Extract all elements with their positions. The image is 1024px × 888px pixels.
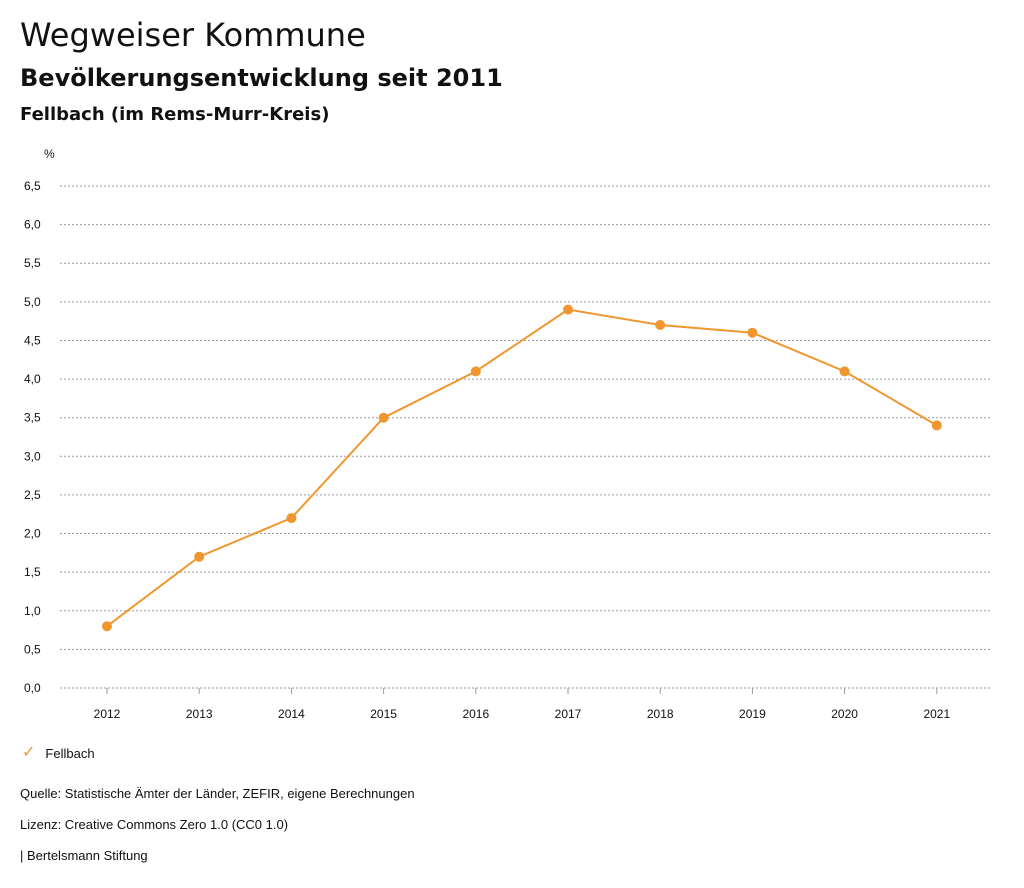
data-point[interactable] [747,327,758,338]
y-tick-label: 1,5 [24,565,41,579]
x-tick-label: 2015 [370,707,397,721]
x-tick-label: 2018 [647,707,674,721]
y-tick-label: 1,0 [24,604,41,618]
data-point[interactable] [655,320,666,331]
data-point[interactable] [563,304,573,315]
data-point[interactable] [470,366,481,377]
y-tick-label: 5,0 [24,295,41,309]
y-tick-label: 2,5 [24,488,41,502]
x-tick-label: 2013 [186,707,213,721]
x-tick-label: 2019 [739,707,766,721]
data-point[interactable] [378,412,389,423]
gridlines [60,185,990,689]
x-tick-label: 2014 [278,707,305,721]
y-tick-label: 5,5 [24,256,41,270]
legend[interactable]: ✓ Fellbach [22,745,95,761]
check-icon: ✓ [22,744,36,761]
y-axis-ticks: 0,0 0,5 1,0 1,5 2,0 2,5 3,0 3,5 4,0 4,5 5,0 5,5 6,0 6… [24,179,41,695]
y-tick-label: 3,0 [24,449,41,463]
data-point[interactable] [931,420,942,431]
y-tick-label: 3,5 [24,411,41,425]
y-axis-unit-label: % [44,147,55,161]
series-line-fellbach [106,308,938,628]
y-tick-label: 4,0 [24,372,41,386]
x-tick-label: 2016 [462,707,489,721]
data-point[interactable] [286,513,297,524]
x-tick-label: 2012 [94,707,121,721]
legend-label: Fellbach [45,745,95,761]
x-tick-label: 2021 [923,707,950,721]
x-tick-label: 2017 [555,707,582,721]
publisher-note: | Bertelsmann Stiftung [20,848,148,863]
page-title: Wegweiser Kommune [20,16,366,54]
source-note: Quelle: Statistische Ämter der Länder, Z… [20,786,415,801]
data-point[interactable] [194,551,205,562]
data-point[interactable] [102,621,112,632]
y-tick-label: 6,0 [24,218,41,232]
y-tick-label: 0,0 [24,681,41,695]
data-point[interactable] [839,366,850,377]
y-tick-label: 2,0 [24,527,41,541]
line-chart: % 0,0 0,5 1,0 1,5 2,0 2,5 3,0 3,5 4,0 4,5 5,0 5,5 6,… [24,147,990,721]
chart-subtitle: Bevölkerungsentwicklung seit 2011 [20,64,503,92]
region-label: Fellbach (im Rems-Murr-Kreis) [20,104,330,125]
x-tick-label: 2020 [831,707,858,721]
series-group [102,304,942,632]
y-tick-label: 4,5 [24,333,41,347]
license-note: Lizenz: Creative Commons Zero 1.0 (CC0 1… [20,817,289,832]
x-axis-ticks: 2012 2013 2014 2015 2016 2017 2018 2019 2020 2021 [94,688,950,721]
y-tick-label: 0,5 [24,642,41,656]
y-tick-label: 6,5 [24,179,41,193]
